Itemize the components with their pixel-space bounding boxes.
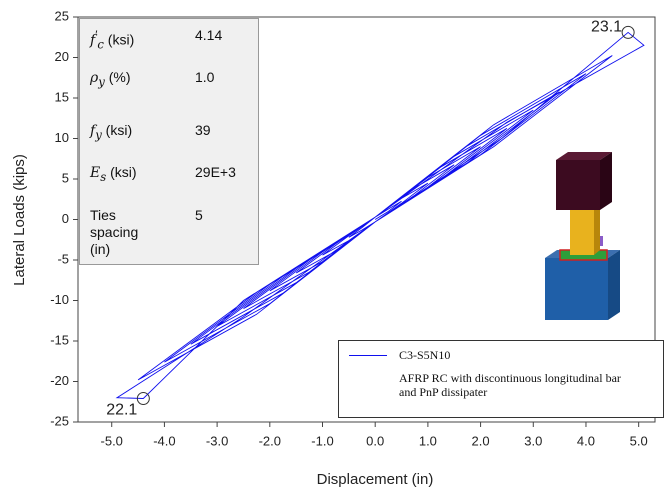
parameter-unit: (ksi) [110, 164, 137, 180]
y-tick-label: 20 [55, 49, 69, 64]
y-tick-label: -25 [50, 413, 69, 428]
y-tick-label: 15 [55, 89, 69, 104]
parameter-subscript: y [95, 127, 102, 142]
x-tick-label: -1.0 [311, 433, 333, 448]
x-tick-label: 2.0 [472, 433, 490, 448]
y-tick-label: -5 [57, 251, 69, 266]
x-tick-label: -4.0 [153, 433, 175, 448]
parameter-symbol: ρ [90, 70, 99, 86]
legend-label: C3-S5N10 [399, 348, 451, 362]
y-tick-label: -20 [50, 373, 69, 388]
parameter-label: fy (ksi) [90, 122, 160, 144]
y-axis-label: Lateral Loads (kips) [11, 154, 28, 286]
x-axis-label: Displacement (in) [317, 471, 434, 488]
y-tick-label: -10 [50, 292, 69, 307]
parameter-symbol: f [90, 32, 96, 49]
x-tick-label: 0.0 [366, 433, 384, 448]
parameter-subscript: s [100, 169, 107, 184]
x-tick-label: 4.0 [577, 433, 595, 448]
parameter-subscript: c [97, 37, 104, 52]
parameter-unit: (%) [108, 69, 131, 85]
parameter-subscript: y [98, 74, 105, 89]
x-tick-label: 5.0 [630, 433, 648, 448]
x-tick-label: -3.0 [206, 433, 228, 448]
annotation-marker [621, 25, 635, 39]
parameter-value: 5 [195, 207, 203, 223]
annotation-label: 23.1 [591, 19, 622, 36]
parameter-prime: ′ [95, 29, 98, 42]
y-tick-label: -15 [50, 332, 69, 347]
parameter-value: 39 [195, 122, 211, 138]
y-tick-label: 25 [55, 8, 69, 23]
legend-line [349, 355, 387, 356]
x-tick-label: -5.0 [101, 433, 123, 448]
parameter-table: f′c (ksi) 4.14 ρy (%) 1.0 fy (ksi) 39 Es (ksi)… [79, 18, 259, 265]
parameter-symbol: E [90, 165, 101, 181]
parameter-value: 1.0 [195, 69, 215, 85]
x-tick-label: -2.0 [259, 433, 281, 448]
y-tick-label: 10 [55, 130, 69, 145]
parameter-value: 29E+3 [195, 164, 236, 180]
parameter-text: Ties spacing (in) [90, 207, 139, 257]
parameter-label: Es (ksi) [90, 164, 160, 186]
legend: C3-S5N10 AFRP RC with discontinuous long… [338, 340, 664, 418]
parameter-unit: (ksi) [105, 122, 133, 138]
x-tick-label: 1.0 [419, 433, 437, 448]
parameter-value: 4.14 [195, 27, 223, 43]
x-tick-label: 3.0 [524, 433, 542, 448]
y-tick-label: 5 [62, 170, 69, 185]
data-line [115, 31, 645, 399]
legend-note: AFRP RC with discontinuous longitudinal … [399, 371, 621, 399]
parameter-unit: (ksi) [107, 31, 135, 48]
annotation-marker [136, 392, 150, 406]
parameter-label: Ties spacing (in) [90, 207, 160, 258]
parameter-symbol: f [90, 123, 96, 139]
annotation-label: 22.1 [106, 402, 137, 419]
parameter-label: f′c (ksi) [90, 27, 160, 53]
parameter-label: ρy (%) [90, 69, 160, 91]
specimen-illustration [545, 152, 620, 320]
y-tick-label: 0 [62, 211, 69, 226]
